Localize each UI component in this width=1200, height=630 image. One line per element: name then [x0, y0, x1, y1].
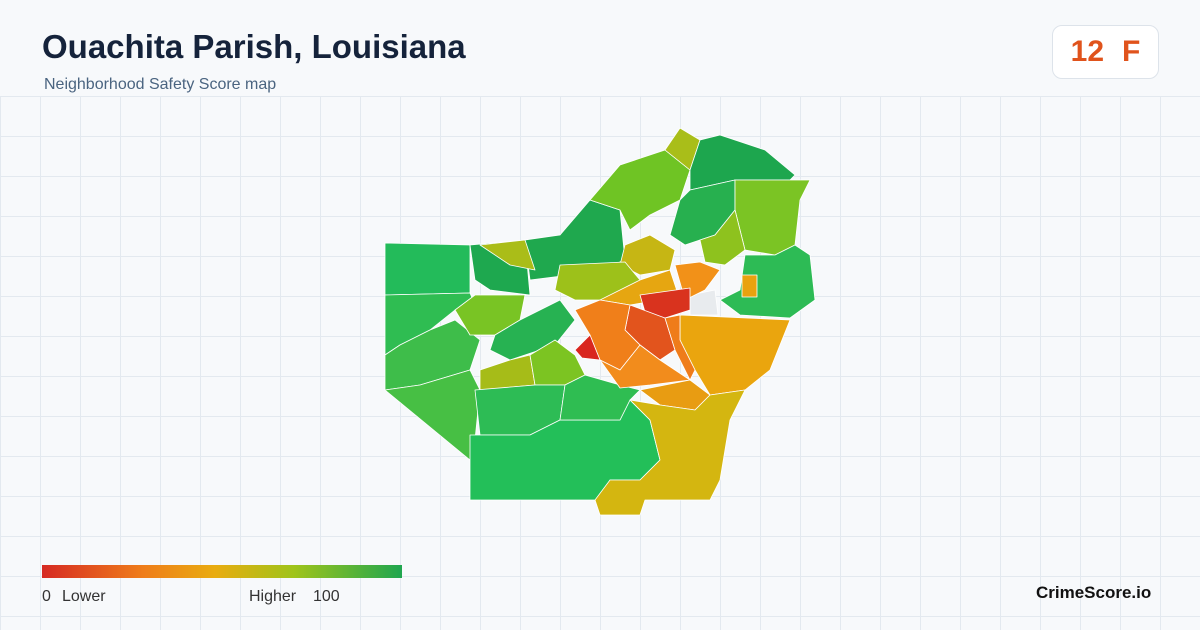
region: [679, 314, 791, 396]
title: Ouachita Parish, Louisiana: [42, 28, 466, 65]
legend-gradient: [42, 565, 402, 578]
region: [384, 242, 471, 296]
region: [599, 344, 691, 389]
grade: F: [1122, 35, 1141, 68]
region: [479, 239, 536, 271]
subtitle: Neighborhood Safety Score map: [44, 76, 277, 93]
score: 12: [1070, 35, 1105, 68]
brand: CrimeScore.io: [1036, 583, 1152, 602]
region: [479, 354, 536, 391]
legend-max: 100: [313, 588, 340, 605]
legend-max-label: Higher: [249, 588, 297, 605]
region: [741, 274, 758, 298]
legend-min-label: Lower: [62, 588, 106, 605]
region: [719, 244, 816, 319]
region: [639, 287, 691, 319]
region: [594, 389, 746, 516]
header: [0, 0, 1200, 96]
score-badge: 12 F: [1052, 25, 1159, 79]
region: [664, 314, 696, 381]
region: [699, 209, 746, 266]
legend-min: 0: [42, 588, 51, 605]
region: [734, 179, 811, 256]
